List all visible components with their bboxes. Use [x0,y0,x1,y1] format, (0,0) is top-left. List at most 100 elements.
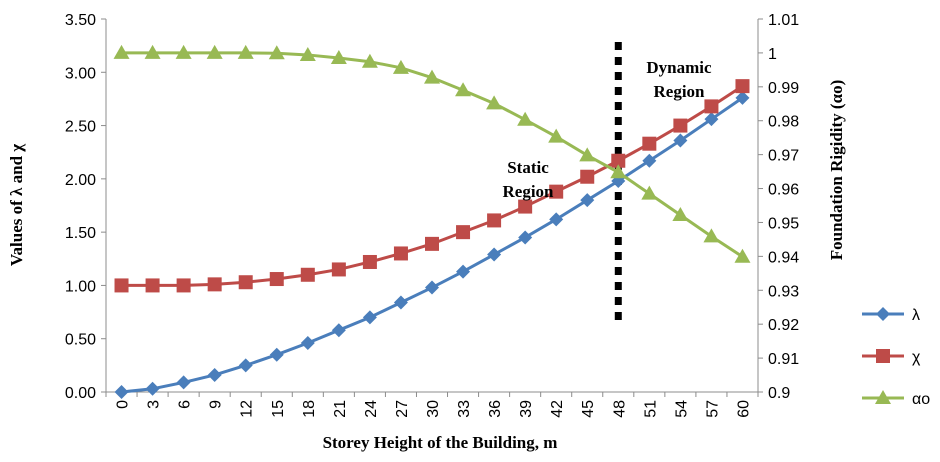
series-chi-point [642,136,657,151]
right-y-tick-label: 0.96 [768,182,799,199]
x-tick-label: 15 [270,400,287,418]
right-y-tick-label: 1 [768,46,777,63]
series-alpha-point [610,164,627,179]
series-alpha-point [579,147,596,162]
series-chi-point [269,272,284,287]
left-y-tick-label: 0.00 [65,385,96,402]
series-alpha-point [517,111,534,126]
left-y-tick-label: 3.00 [65,65,96,82]
series-chi-point [425,236,439,251]
series-chi-point [456,225,471,240]
right-y-tick-label: 0.99 [768,80,799,97]
series-chi-point [300,267,315,282]
x-tick-label: 0 [115,400,132,409]
series-lambda-point [642,153,657,168]
series-alpha-point [734,248,751,263]
series-lambda-point [300,335,315,350]
x-tick-label: 33 [456,400,473,418]
series-alpha-point [330,49,347,64]
left-y-tick-label: 3.50 [65,12,96,29]
left-y-tick-label: 1.00 [65,278,96,295]
series-chi-point [673,118,688,133]
series-lambda-point [735,90,750,105]
x-tick-label: 6 [177,400,194,409]
x-tick-label: 39 [518,400,535,418]
series-alpha-point [424,69,440,84]
right-y-tick-label: 0.92 [768,317,799,334]
series-lambda [114,90,750,399]
right-y-tick-label: 0.97 [768,148,799,165]
series-lambda-point [487,247,502,262]
series-chi-point [114,278,129,293]
right-y-axis-title: Foundation Rigidity (αo) [827,80,846,260]
series-lambda-point [145,381,160,396]
x-tick-label: 57 [704,400,721,418]
series-lambda-point [518,230,533,245]
series-chi-point [549,184,564,199]
series-alpha-point [703,228,720,243]
series-alpha-point [237,44,254,59]
x-tick-label: 36 [487,400,504,418]
x-tick-label: 45 [580,400,597,418]
x-axis-title: Storey Height of the Building, m [323,433,558,452]
series-alpha-point [486,95,503,110]
series-lambda-point [114,385,129,399]
dynamic-region-label-line1: Dynamic [646,58,712,77]
series-alpha-point [206,44,223,59]
series-lambda-point [673,133,688,148]
series-chi-point [207,277,222,292]
series-alpha-point [392,59,409,74]
x-tick-label: 21 [332,400,349,418]
series-chi-point [580,169,595,184]
x-tick-label: 54 [673,400,690,418]
right-y-tick-label: 0.98 [768,114,799,131]
legend-lambda-marker [876,307,890,321]
x-tick-label: 27 [394,400,411,418]
x-tick-label: 9 [208,400,225,409]
x-tick-label: 24 [363,400,380,418]
series-chi-point [735,79,750,94]
series-lambda-point [238,358,253,373]
series-alpha-point [175,44,192,59]
series-chi [114,79,750,293]
series-lambda-point [704,112,719,127]
series-chi-point [704,99,719,114]
series-lambda-point [393,295,408,310]
x-tick-label: 18 [301,400,318,418]
right-y-tick-label: 1.01 [768,12,799,29]
x-tick-label: 3 [146,400,163,409]
legend-chi-label: χ [912,349,921,366]
series-lambda-point [456,264,471,279]
series-layer [113,44,751,399]
series-alpha-point [144,44,161,59]
series-lambda-point [207,367,222,382]
series-lambda-point [176,375,191,390]
series-alpha-point [672,206,689,221]
dynamic-region-label-line2: Region [654,82,706,101]
series-chi-point [487,213,502,228]
legend: λ χ αo [862,307,930,408]
left-y-axis-title: Values of λ and χ [7,144,26,266]
x-tick-label: 12 [239,400,256,418]
right-y-tick-label: 0.9 [768,385,790,402]
series-chi-point [331,262,346,277]
series-alpha [113,44,751,263]
legend-chi-marker [876,349,890,363]
series-lambda-point [580,193,595,208]
legend-alpha-label: αo [912,391,930,408]
x-tick-label: 60 [735,400,752,418]
static-region-label-line2: Region [503,182,555,201]
left-y-tick-label: 2.50 [65,119,96,136]
series-chi-point [145,278,160,293]
left-y-tick-label: 1.50 [65,225,96,242]
series-chi-point [611,153,626,168]
right-y-tick-label: 0.95 [768,215,799,232]
annotations: Static Region Dynamic Region [503,58,713,201]
right-y-tick-label: 0.93 [768,283,799,300]
right-y-tick-label: 0.94 [768,249,799,266]
series-lambda-point [331,323,346,338]
series-alpha-point [113,44,130,59]
series-chi-point [176,278,191,293]
series-lambda-point [425,280,439,295]
x-tick-label: 48 [611,400,628,418]
